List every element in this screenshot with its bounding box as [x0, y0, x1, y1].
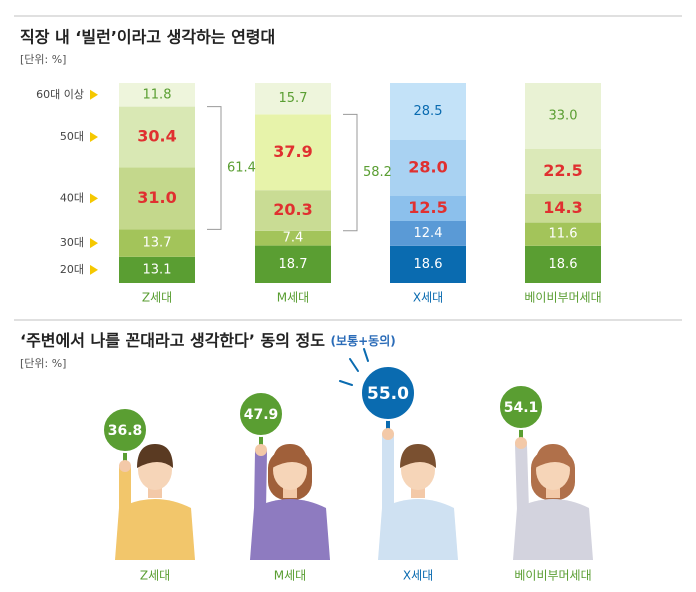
- legend-marker: [90, 264, 98, 275]
- emphasis-ray: [349, 358, 359, 372]
- category-label: X세대: [403, 569, 433, 583]
- value-label: 18.7: [279, 257, 308, 272]
- value-label: 28.5: [414, 104, 443, 119]
- value-label: 33.0: [549, 109, 578, 124]
- bar-segment: [255, 114, 331, 191]
- legend-label: 60대 이상: [36, 88, 84, 101]
- bar-segment: [525, 222, 601, 246]
- value-label: 55.0: [367, 384, 409, 404]
- emphasis-ray: [339, 380, 353, 386]
- bar-segment: [525, 194, 601, 223]
- bar-segment: [119, 83, 195, 107]
- arm: [515, 439, 529, 516]
- value-label: 15.7: [279, 91, 308, 106]
- body: [378, 499, 458, 560]
- value-label: 30.4: [137, 127, 176, 146]
- category-label: 베이비부머세대: [524, 291, 601, 305]
- sign: [498, 384, 544, 430]
- hand: [119, 460, 131, 472]
- value-label: 12.4: [414, 226, 443, 241]
- unit-label: [단위: %]: [20, 357, 66, 370]
- value-label: 20.3: [273, 200, 312, 219]
- hand: [515, 437, 527, 449]
- legend-marker: [90, 238, 98, 249]
- value-label: 13.7: [143, 236, 172, 251]
- hair-top: [535, 444, 571, 468]
- title-main: ‘주변에서 나를 꼰대라고 생각한다’ 동의 정도: [20, 331, 325, 350]
- sign: [102, 407, 148, 453]
- unit-label: [단위: %]: [20, 53, 66, 66]
- body: [513, 499, 593, 560]
- bar-segment: [390, 221, 466, 246]
- bar-segment: [525, 245, 601, 283]
- sign: [238, 391, 284, 437]
- bracket: [343, 113, 358, 232]
- legend-marker: [90, 89, 98, 100]
- body: [250, 499, 330, 560]
- bar-segment: [255, 230, 331, 246]
- bar-segment: [390, 140, 466, 196]
- sign: [360, 365, 416, 421]
- bar-segment: [119, 256, 195, 283]
- hair-top: [272, 444, 308, 468]
- chart-title: ‘주변에서 나를 꼰대라고 생각한다’ 동의 정도 (보통+동의): [20, 331, 396, 350]
- body: [115, 499, 195, 560]
- bar-segment: [255, 83, 331, 115]
- title-note: (보통+동의): [331, 333, 396, 348]
- bracket-label: 61.4: [227, 161, 256, 176]
- value-label: 47.9: [244, 407, 279, 423]
- category-label: M세대: [277, 291, 309, 305]
- bar-segment: [390, 83, 466, 140]
- value-label: 11.8: [143, 87, 172, 102]
- value-label: 31.0: [137, 188, 176, 207]
- hand: [255, 444, 267, 456]
- value-label: 7.4: [283, 231, 304, 246]
- value-label: 18.6: [414, 257, 443, 272]
- bracket: [207, 106, 222, 230]
- value-label: 12.5: [408, 198, 447, 217]
- bar-segment: [390, 245, 466, 283]
- bar-segment: [119, 106, 195, 168]
- bar-segment: [525, 149, 601, 194]
- value-label: 18.6: [549, 257, 578, 272]
- category-label: M세대: [274, 569, 306, 583]
- arm: [254, 446, 267, 516]
- legend-label: 20대: [60, 263, 84, 276]
- value-label: 14.3: [543, 198, 582, 217]
- hand: [382, 428, 394, 440]
- bar-segment: [119, 167, 195, 230]
- category-label: X세대: [413, 291, 443, 305]
- bar-segment: [119, 229, 195, 257]
- stacked-chart: 13.1 20대 13.7 30대 31.0 40대 30.4 50대 11.8 60대 이상 Z세…: [36, 83, 602, 305]
- value-label: 11.6: [549, 227, 578, 242]
- value-label: 54.1: [504, 400, 539, 416]
- category-label: Z세대: [140, 569, 170, 583]
- emphasis-ray: [363, 348, 369, 362]
- bar-segment: [525, 83, 601, 149]
- value-label: 22.5: [543, 161, 582, 180]
- value-label: 36.8: [108, 423, 143, 439]
- legend-label: 40대: [60, 191, 84, 204]
- legend-marker: [90, 132, 98, 142]
- bar-segment: [255, 245, 331, 283]
- value-label: 28.0: [408, 158, 447, 177]
- pictogram-chart: 36.8 Z세대 47.9 M세대 55.0 X세대 54.1 베이비부머세대: [102, 348, 593, 583]
- value-label: 37.9: [273, 142, 312, 161]
- bar-segment: [390, 196, 466, 221]
- category-label: Z세대: [142, 291, 172, 305]
- chart-title: 직장 내 ‘빌런’이라고 생각하는 연령대: [20, 28, 275, 47]
- bar-segment: [255, 190, 331, 231]
- hair-top: [137, 444, 173, 468]
- legend-label: 50대: [60, 130, 84, 143]
- value-label: 13.1: [143, 262, 172, 277]
- legend-label: 30대: [60, 236, 84, 249]
- legend-marker: [90, 193, 98, 204]
- category-label: 베이비부머세대: [514, 569, 591, 583]
- hair-top: [400, 444, 436, 468]
- bracket-label: 58.2: [363, 165, 392, 180]
